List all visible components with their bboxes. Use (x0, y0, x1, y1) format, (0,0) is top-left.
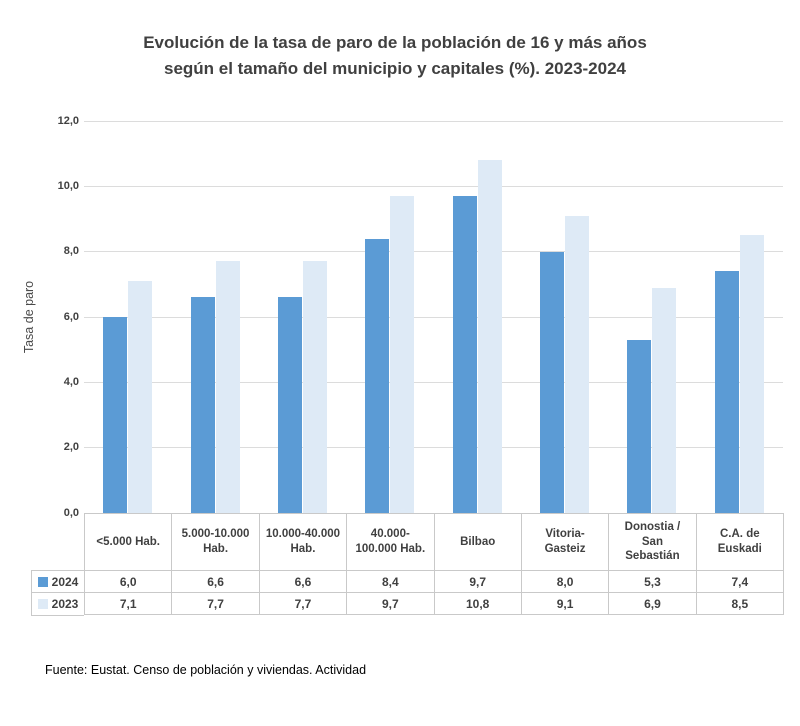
bar-2024-3 (277, 297, 302, 513)
chart-title-line2: según el tamaño del municipio y capitale… (164, 59, 626, 78)
table-value-cell: 8,5 (695, 592, 785, 615)
table-value-cell: 7,1 (83, 592, 173, 615)
table-value-cell: 6,6 (258, 570, 348, 593)
bar-2023-8 (739, 235, 764, 513)
bar-2023-7 (652, 287, 677, 513)
gridline-12,0 (84, 120, 783, 122)
bar-2024-1 (103, 317, 128, 513)
bar-2023-1 (128, 281, 153, 513)
gridline-2,0 (84, 447, 783, 449)
table-header-cell: Vitoria-Gasteiz (520, 513, 610, 571)
chart-title: Evolución de la tasa de paro de la pobla… (0, 30, 790, 82)
bar-2023-2 (215, 261, 240, 513)
table-value-cell: 6,9 (608, 592, 697, 615)
bar-2024-5 (452, 196, 477, 513)
y-axis-tick-label: 0,0 (63, 506, 79, 519)
y-axis-tick-label: 12,0 (57, 114, 79, 127)
gridline-4,0 (84, 381, 783, 383)
y-axis-tick-label: 8,0 (63, 245, 79, 258)
table-row-2023: 7,1 7,7 7,7 9,7 10,8 9,1 6,9 8,5 (83, 592, 785, 615)
table-header-cell: Donostia / San Sebastián (608, 513, 697, 571)
data-table-body: 6,0 6,6 6,6 8,4 9,7 8,0 5,3 7,4 7,1 7,7 7,7 9,7 10,8… (83, 570, 785, 615)
y-axis-tick-label: 4,0 (63, 375, 79, 388)
legend-label: 2024 (51, 574, 79, 589)
gridline-6,0 (84, 316, 783, 318)
legend-swatch-icon (37, 576, 48, 587)
table-value-cell: 5,3 (608, 570, 697, 593)
bar-2024-8 (714, 271, 739, 513)
data-table-header: <5.000 Hab. 5.000-10.000 Hab. 10.000-40.00… (83, 513, 785, 571)
table-value-cell: 6,0 (83, 570, 173, 593)
plot-area (84, 120, 783, 513)
table-value-cell: 6,6 (171, 570, 260, 593)
legend-item-2024: 2024 (31, 570, 84, 593)
bar-2024-4 (365, 238, 390, 513)
y-axis-tick-label: 10,0 (57, 179, 79, 192)
table-value-cell: 10,8 (433, 592, 522, 615)
bar-2023-4 (390, 196, 415, 513)
y-axis-title: Tasa de paro (22, 280, 36, 354)
table-header-cell: C.A. de Euskadi (695, 513, 785, 571)
gridline-10,0 (84, 185, 783, 187)
table-value-cell: 7,4 (695, 570, 785, 593)
table-header-cell: 5.000-10.000 Hab. (171, 513, 260, 571)
bar-2023-6 (565, 215, 590, 513)
chart-title-line1: Evolución de la tasa de paro de la pobla… (143, 33, 647, 52)
table-header-cell: Bilbao (433, 513, 522, 571)
y-axis-tick-label: 6,0 (63, 310, 79, 323)
table-value-cell: 8,4 (346, 570, 435, 593)
table-value-cell: 9,1 (520, 592, 610, 615)
table-value-cell: 9,7 (346, 592, 435, 615)
table-header-cell: <5.000 Hab. (83, 513, 173, 571)
bar-2023-5 (477, 160, 502, 513)
source-note: Fuente: Eustat. Censo de población y viv… (45, 663, 367, 677)
table-header-cell: 10.000-40.000 Hab. (258, 513, 348, 571)
table-value-cell: 9,7 (433, 570, 522, 593)
legend-swatch-icon (37, 599, 48, 609)
table-value-cell: 7,7 (171, 592, 260, 615)
table-header-cell: 40.000-100.000 Hab. (346, 513, 435, 571)
table-row-2024: 6,0 6,6 6,6 8,4 9,7 8,0 5,3 7,4 (83, 570, 785, 593)
gridline-8,0 (84, 251, 783, 253)
legend-item-2023: 2023 (31, 593, 84, 616)
table-value-cell: 7,7 (258, 592, 348, 615)
y-axis-tick-label: 2,0 (63, 441, 79, 454)
table-header-row: <5.000 Hab. 5.000-10.000 Hab. 10.000-40.00… (83, 513, 785, 571)
legend: 2024 2023 (31, 570, 84, 616)
bar-2024-6 (540, 251, 565, 513)
bar-2024-2 (190, 297, 215, 513)
bar-2024-7 (627, 339, 652, 513)
data-table: <5.000 Hab. 5.000-10.000 Hab. 10.000-40.00… (83, 513, 785, 615)
bar-2023-3 (302, 261, 327, 513)
legend-label: 2023 (51, 597, 79, 611)
table-value-cell: 8,0 (520, 570, 610, 593)
